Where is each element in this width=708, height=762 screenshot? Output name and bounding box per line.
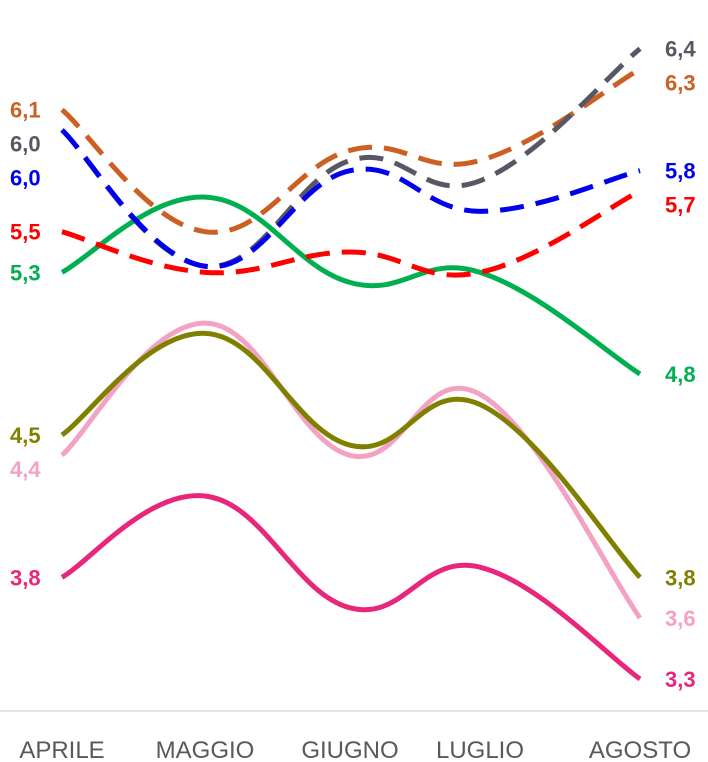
series-line-4 (61, 188, 642, 278)
start-value-label-2: 6,0 (10, 132, 41, 157)
end-value-label-7: 3,8 (665, 565, 696, 590)
start-value-label-6: 4,4 (10, 457, 41, 482)
end-value-label-8: 3,3 (665, 667, 696, 692)
x-tick-label: APRILE (19, 737, 104, 762)
series-line-5 (60, 194, 642, 377)
series-line-1 (60, 66, 642, 235)
label-layer: 6,1 6,0 6,0 5,5 5,3 4,5 4,4 3,8 6,4 6,3 5,8 5,7 4,8 3… (10, 37, 696, 692)
start-value-label-1: 6,1 (10, 98, 41, 123)
x-tick-label: GIUGNO (301, 737, 398, 762)
end-value-label-3: 5,8 (665, 159, 696, 184)
x-tick-label: MAGGIO (156, 737, 255, 762)
series-line-8 (60, 493, 642, 682)
series-line-2 (60, 46, 642, 269)
end-value-label-6: 3,6 (665, 606, 696, 631)
series-layer (60, 46, 643, 682)
start-value-label-3: 6,0 (10, 166, 41, 191)
x-tick-label: AGOSTO (589, 737, 691, 762)
start-value-label-7: 4,5 (10, 423, 41, 448)
end-value-label-2: 6,4 (665, 37, 696, 62)
start-value-label-4: 5,5 (10, 220, 41, 245)
series-line-3 (60, 128, 641, 270)
start-value-label-8: 3,8 (10, 565, 41, 590)
series-line-6 (60, 320, 643, 620)
series-line-7 (60, 330, 642, 580)
start-value-label-5: 5,3 (10, 260, 41, 285)
end-value-label-5: 4,8 (665, 362, 696, 387)
x-tick-label: LUGLIO (436, 737, 524, 762)
x-axis-ticks: APRILE MAGGIO GIUGNO LUGLIO AGOSTO (19, 737, 691, 762)
end-value-label-1: 6,3 (665, 71, 696, 96)
end-value-label-4: 5,7 (665, 193, 696, 218)
